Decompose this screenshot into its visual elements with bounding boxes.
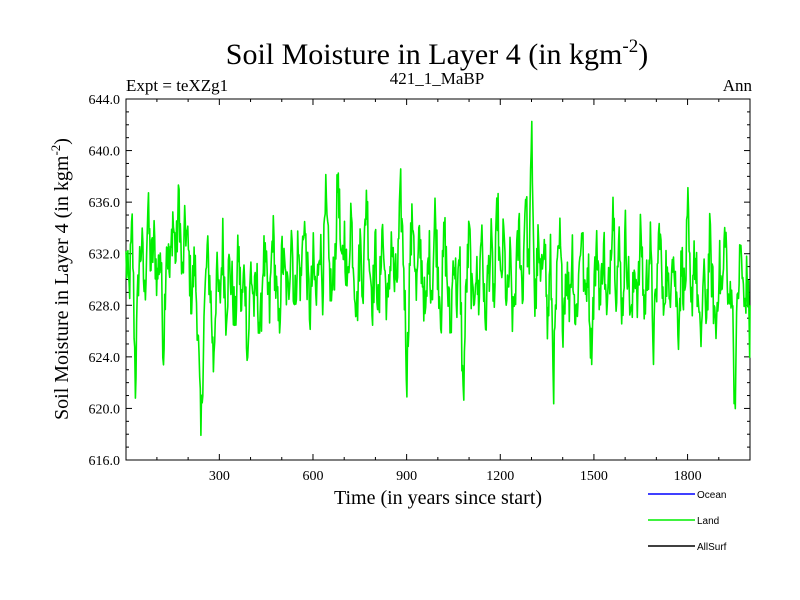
x-tick-label: 900 bbox=[396, 469, 417, 484]
y-tick-label: 640.0 bbox=[89, 145, 121, 160]
x-axis-label: Time (in years since start) bbox=[334, 487, 542, 509]
y-tick-label: 624.0 bbox=[89, 351, 121, 366]
chart-title: Soil Moisture in Layer 4 (in kgm-2) bbox=[226, 36, 648, 71]
legend: Ocean Land AllSurf bbox=[648, 490, 727, 553]
y-axis-label-superscript: -2 bbox=[48, 145, 63, 156]
x-tick-label: 300 bbox=[209, 469, 230, 484]
y-axis-ticks: 616.0 620.0 624.0 628.0 632.0 636.0 640.0 644.0 bbox=[89, 93, 750, 469]
x-axis-ticks: 300 600 900 1200 1500 1800 bbox=[156, 99, 720, 484]
subtitle-right: Ann bbox=[723, 76, 753, 95]
chart-title-superscript: -2 bbox=[622, 36, 638, 57]
legend-label-ocean: Ocean bbox=[697, 490, 726, 501]
y-tick-label: 620.0 bbox=[89, 402, 121, 417]
y-tick-label: 616.0 bbox=[89, 454, 121, 469]
y-tick-label: 644.0 bbox=[89, 93, 121, 108]
y-tick-label: 632.0 bbox=[89, 248, 121, 263]
y-axis-label: Soil Moisture in Layer 4 (in kgm-2) bbox=[48, 138, 73, 420]
chart-title-close: ) bbox=[638, 38, 648, 71]
series-line-land bbox=[125, 120, 751, 437]
y-tick-label: 628.0 bbox=[89, 299, 121, 314]
x-tick-label: 1200 bbox=[486, 469, 514, 484]
subtitle-center: 421_1_MaBP bbox=[390, 69, 484, 88]
legend-label-land: Land bbox=[697, 516, 719, 527]
x-tick-label: 600 bbox=[302, 469, 323, 484]
legend-label-allsurf: AllSurf bbox=[697, 542, 727, 553]
x-tick-label: 1800 bbox=[674, 469, 702, 484]
x-tick-label: 1500 bbox=[580, 469, 608, 484]
chart-title-text: Soil Moisture in Layer 4 (in kgm bbox=[226, 38, 623, 71]
y-axis-label-text: Soil Moisture in Layer 4 (in kgm bbox=[51, 155, 73, 420]
y-tick-label: 636.0 bbox=[89, 196, 121, 211]
y-axis-label-close: ) bbox=[51, 138, 73, 145]
subtitle-left: Expt = teXZg1 bbox=[126, 76, 228, 95]
